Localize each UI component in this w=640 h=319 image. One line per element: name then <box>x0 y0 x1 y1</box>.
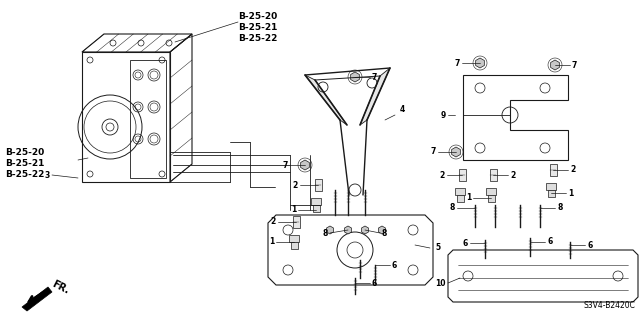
Text: 7: 7 <box>454 58 460 68</box>
Polygon shape <box>452 147 460 157</box>
Text: 7: 7 <box>283 160 288 169</box>
Bar <box>550 164 557 176</box>
Bar <box>548 190 555 197</box>
Polygon shape <box>378 226 385 234</box>
Polygon shape <box>351 72 359 82</box>
Text: B-25-21: B-25-21 <box>238 23 277 32</box>
Text: 2: 2 <box>570 166 575 174</box>
Text: 10: 10 <box>435 278 446 287</box>
Text: FR.: FR. <box>50 278 70 295</box>
Text: B-25-20: B-25-20 <box>5 148 44 157</box>
Polygon shape <box>344 226 351 234</box>
Text: 6: 6 <box>587 241 592 249</box>
Text: 2: 2 <box>510 170 515 180</box>
Text: 2: 2 <box>292 181 298 189</box>
Text: 8: 8 <box>450 204 455 212</box>
Bar <box>486 188 496 195</box>
Text: 6: 6 <box>392 261 397 270</box>
Bar <box>490 169 497 181</box>
Bar <box>546 183 556 190</box>
Polygon shape <box>550 60 559 70</box>
Text: 8: 8 <box>382 228 387 238</box>
Bar <box>311 198 321 205</box>
Text: 6: 6 <box>547 238 552 247</box>
Text: B-25-22: B-25-22 <box>5 170 44 179</box>
Bar <box>457 195 464 202</box>
Polygon shape <box>326 226 333 234</box>
Text: 3: 3 <box>45 170 50 180</box>
Polygon shape <box>362 226 369 234</box>
Bar <box>455 188 465 195</box>
Text: 8: 8 <box>323 228 328 238</box>
Polygon shape <box>22 287 52 311</box>
Polygon shape <box>360 68 390 125</box>
Text: B-25-20: B-25-20 <box>238 12 277 21</box>
Text: 7: 7 <box>572 61 577 70</box>
Polygon shape <box>476 58 484 68</box>
Polygon shape <box>305 75 347 125</box>
Bar <box>315 179 322 191</box>
Text: 1: 1 <box>269 238 274 247</box>
Text: 9: 9 <box>441 110 446 120</box>
Text: 2: 2 <box>271 218 276 226</box>
Text: 6: 6 <box>372 278 377 287</box>
Bar <box>291 242 298 249</box>
Text: S3V4-B2420C: S3V4-B2420C <box>583 301 635 310</box>
Text: 8: 8 <box>557 204 563 212</box>
Text: B-25-21: B-25-21 <box>5 159 44 168</box>
Bar <box>459 169 466 181</box>
Text: 1: 1 <box>466 194 471 203</box>
Bar <box>130 60 166 178</box>
Text: 2: 2 <box>440 170 445 180</box>
Bar <box>293 216 300 228</box>
Bar <box>488 195 495 202</box>
Text: 7: 7 <box>372 72 378 81</box>
Text: B-25-22: B-25-22 <box>238 34 277 43</box>
Text: 6: 6 <box>463 239 468 248</box>
Text: 5: 5 <box>435 243 440 253</box>
Polygon shape <box>301 160 309 170</box>
Text: 7: 7 <box>431 147 436 157</box>
Text: 4: 4 <box>400 106 405 115</box>
Bar <box>313 205 320 212</box>
Text: 1: 1 <box>568 189 573 197</box>
Text: 1: 1 <box>291 205 296 214</box>
Bar <box>289 235 299 242</box>
